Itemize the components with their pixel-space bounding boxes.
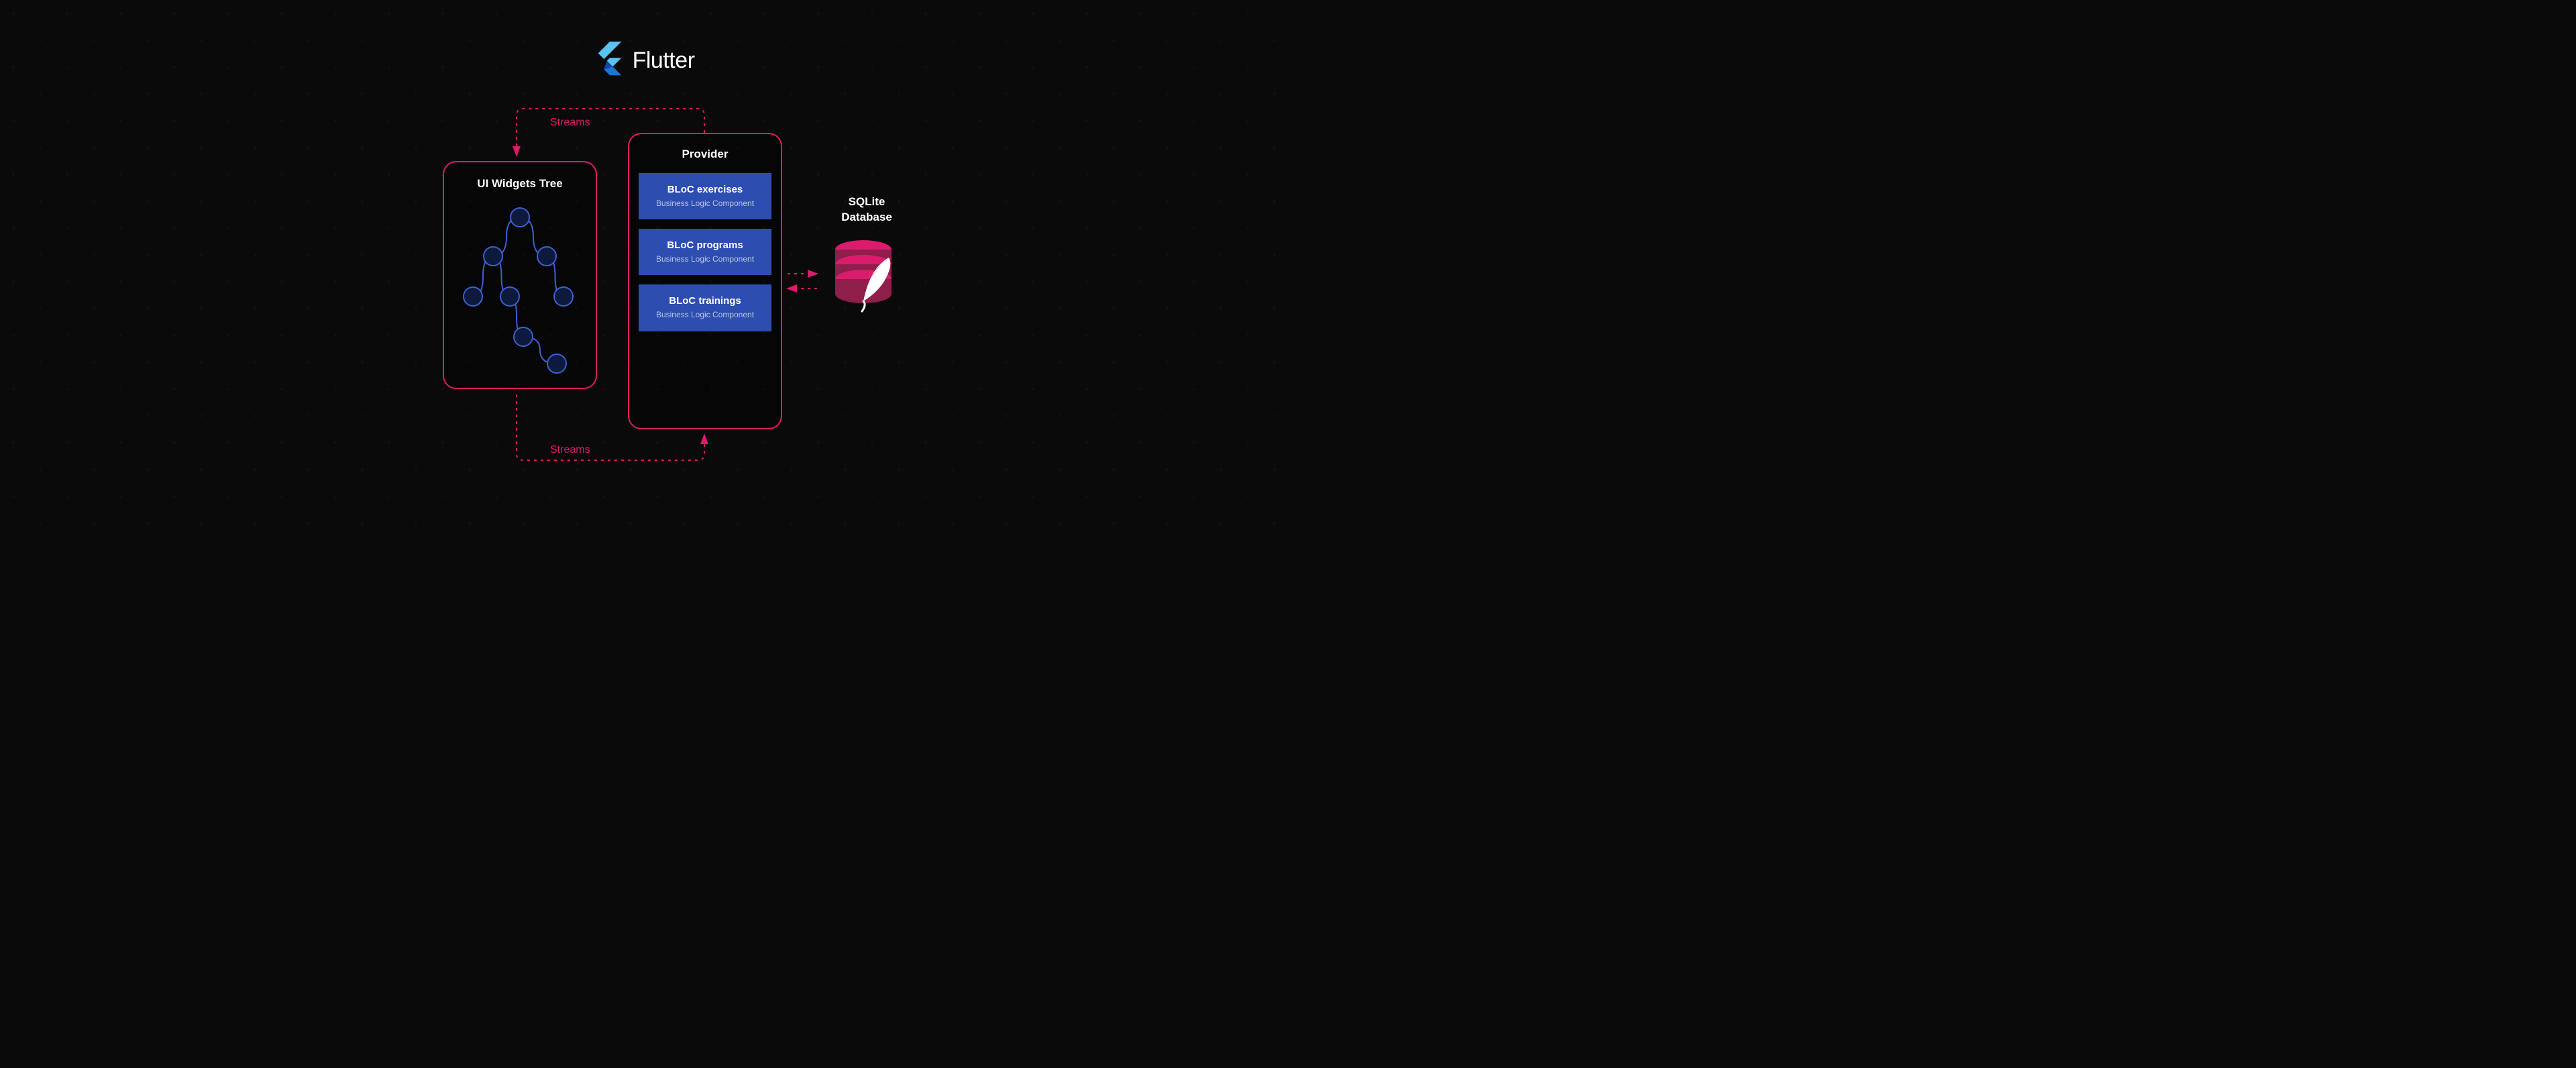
bloc-title: BLoC programs (645, 239, 765, 251)
provider-panel: Provider BLoC exercises Business Logic C… (628, 133, 782, 429)
provider-panel-title: Provider (639, 148, 771, 161)
db-arrows (784, 264, 824, 298)
stream-label-bottom: Streams (550, 444, 590, 456)
bloc-subtitle: Business Logic Component (645, 198, 765, 209)
db-title-line1: SQLite (849, 195, 885, 208)
bloc-subtitle: Business Logic Component (645, 254, 765, 264)
ui-panel-title: UI Widgets Tree (455, 177, 585, 191)
database-icon (830, 237, 904, 318)
architecture-diagram: Flutter Streams Streams (309, 39, 979, 495)
flutter-name: Flutter (633, 48, 695, 74)
ui-widgets-panel: UI Widgets Tree (443, 161, 597, 389)
flutter-logo-icon (594, 42, 622, 80)
bloc-subtitle: Business Logic Component (645, 309, 765, 320)
database-title: SQLite Database (820, 195, 914, 225)
bloc-card-exercises: BLoC exercises Business Logic Component (639, 173, 771, 219)
bloc-card-trainings: BLoC trainings Business Logic Component (639, 284, 771, 331)
database-block: SQLite Database (820, 195, 914, 318)
bloc-title: BLoC trainings (645, 295, 765, 307)
stream-label-top: Streams (550, 117, 590, 129)
bloc-title: BLoC exercises (645, 184, 765, 195)
db-title-line2: Database (841, 211, 892, 223)
widget-tree-icon (456, 203, 584, 377)
flutter-header: Flutter (594, 42, 695, 80)
bloc-card-programs: BLoC programs Business Logic Component (639, 229, 771, 275)
